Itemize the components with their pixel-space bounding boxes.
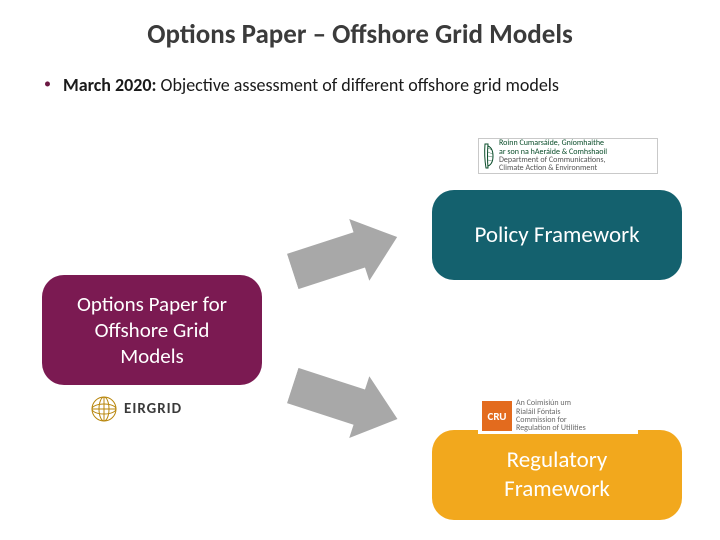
bullet-lead: March 2020:	[63, 74, 156, 96]
eirgrid-logo: EIRGRID	[90, 395, 182, 423]
policy-framework-label: Policy Framework	[474, 221, 639, 250]
regulatory-framework-box: Regulatory Framework	[432, 430, 682, 520]
page-title: Options Paper – Offshore Grid Models	[40, 18, 680, 51]
arrow-down-icon	[283, 355, 408, 451]
cru-logo-text: An Coimisiún um Rialáil Fóntais Commissi…	[516, 399, 586, 433]
options-paper-box: Options Paper for Offshore Grid Models	[42, 275, 262, 385]
policy-framework-box: Policy Framework	[432, 190, 682, 280]
cru-badge: CRU	[482, 401, 512, 431]
dept-logo: Roinn Cumarsáide, Gníomhaithe ar son na …	[478, 138, 658, 174]
options-paper-label: Options Paper for Offshore Grid Models	[62, 291, 242, 370]
dept-logo-text: Roinn Cumarsáide, Gníomhaithe ar son na …	[499, 139, 607, 173]
bullet-marker: •	[44, 74, 51, 94]
bullet-item: • March 2020: Objective assessment of di…	[44, 74, 690, 97]
arrow-up-icon	[283, 207, 408, 303]
eirgrid-text: EIRGRID	[124, 400, 182, 418]
harp-icon	[483, 142, 495, 170]
globe-icon	[90, 395, 118, 423]
cru-logo: CRU An Coimisiún um Rialáil Fóntais Comm…	[478, 398, 638, 434]
regulatory-framework-label: Regulatory Framework	[452, 446, 662, 504]
bullet-rest: Objective assessment of different offsho…	[156, 74, 559, 96]
bullet-text: March 2020: Objective assessment of diff…	[63, 74, 559, 97]
